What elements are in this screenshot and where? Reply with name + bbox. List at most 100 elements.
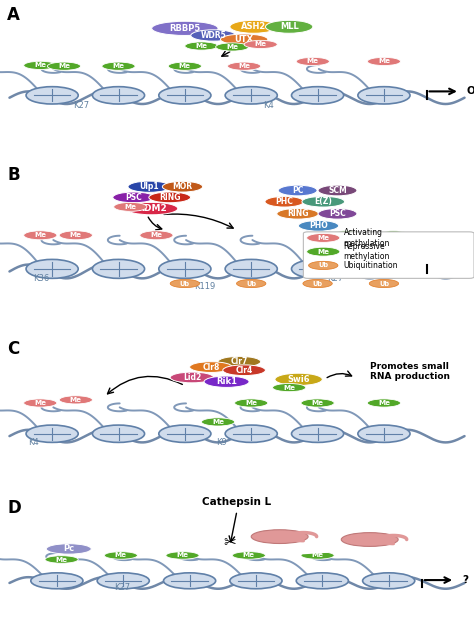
Ellipse shape bbox=[232, 552, 265, 560]
Circle shape bbox=[296, 573, 348, 589]
Text: KDM2: KDM2 bbox=[137, 204, 166, 213]
Ellipse shape bbox=[126, 202, 178, 215]
Ellipse shape bbox=[46, 544, 91, 554]
Text: Me: Me bbox=[243, 553, 255, 558]
Text: K36: K36 bbox=[33, 274, 49, 283]
Circle shape bbox=[92, 425, 145, 442]
Ellipse shape bbox=[296, 57, 329, 66]
Text: Pc: Pc bbox=[63, 544, 74, 553]
Ellipse shape bbox=[59, 396, 92, 404]
Text: K4: K4 bbox=[263, 101, 274, 110]
Circle shape bbox=[26, 425, 78, 442]
Text: Me: Me bbox=[212, 419, 224, 425]
Ellipse shape bbox=[377, 231, 410, 240]
Text: Clr4: Clr4 bbox=[236, 366, 253, 375]
Text: Ubiquitination: Ubiquitination bbox=[344, 261, 398, 270]
Text: Swi6: Swi6 bbox=[287, 375, 310, 384]
Text: Me: Me bbox=[317, 235, 329, 241]
Circle shape bbox=[26, 87, 78, 104]
Text: PHO: PHO bbox=[309, 221, 328, 230]
Ellipse shape bbox=[220, 34, 268, 45]
Text: Cathepsin L: Cathepsin L bbox=[202, 497, 272, 507]
Text: RING: RING bbox=[159, 193, 181, 202]
Ellipse shape bbox=[170, 372, 214, 383]
Text: Rik1: Rik1 bbox=[216, 377, 237, 386]
Circle shape bbox=[31, 573, 83, 589]
Text: RING: RING bbox=[287, 209, 309, 218]
Ellipse shape bbox=[170, 279, 200, 288]
Text: Me: Me bbox=[307, 59, 319, 64]
Circle shape bbox=[26, 260, 78, 278]
Ellipse shape bbox=[244, 40, 277, 48]
Ellipse shape bbox=[278, 185, 317, 196]
Text: ✂: ✂ bbox=[224, 535, 236, 549]
Text: PC: PC bbox=[292, 186, 303, 195]
Ellipse shape bbox=[273, 383, 306, 392]
Ellipse shape bbox=[299, 221, 338, 231]
Text: Ub: Ub bbox=[379, 281, 389, 286]
FancyBboxPatch shape bbox=[303, 232, 474, 278]
Text: WDR5: WDR5 bbox=[201, 31, 226, 40]
Text: K4: K4 bbox=[28, 438, 39, 447]
Ellipse shape bbox=[302, 197, 345, 207]
Circle shape bbox=[358, 87, 410, 104]
Ellipse shape bbox=[367, 399, 401, 407]
Text: K119: K119 bbox=[194, 282, 216, 291]
Text: SCM: SCM bbox=[328, 186, 347, 195]
Text: Me: Me bbox=[245, 400, 257, 406]
Text: K27: K27 bbox=[327, 274, 343, 283]
Text: ASH2: ASH2 bbox=[241, 22, 266, 31]
Text: Clr8: Clr8 bbox=[202, 362, 219, 371]
Circle shape bbox=[92, 87, 145, 104]
Text: Ub: Ub bbox=[180, 281, 190, 286]
Ellipse shape bbox=[230, 20, 277, 33]
Text: Me: Me bbox=[317, 249, 329, 255]
Text: Me: Me bbox=[176, 553, 189, 558]
Ellipse shape bbox=[128, 181, 171, 192]
Ellipse shape bbox=[204, 376, 249, 387]
Ellipse shape bbox=[277, 209, 319, 219]
Text: On: On bbox=[467, 86, 474, 96]
Ellipse shape bbox=[152, 21, 218, 36]
Circle shape bbox=[292, 260, 344, 278]
Text: Me: Me bbox=[34, 63, 46, 68]
Ellipse shape bbox=[190, 362, 232, 373]
Ellipse shape bbox=[237, 279, 266, 288]
Ellipse shape bbox=[369, 279, 399, 288]
Ellipse shape bbox=[216, 43, 249, 51]
Text: Me: Me bbox=[70, 232, 82, 239]
Ellipse shape bbox=[185, 42, 218, 50]
Text: Me: Me bbox=[55, 556, 68, 563]
Text: Me: Me bbox=[255, 41, 267, 47]
Ellipse shape bbox=[307, 247, 340, 256]
Ellipse shape bbox=[218, 357, 261, 367]
Text: Me: Me bbox=[70, 397, 82, 403]
Circle shape bbox=[358, 260, 410, 278]
Ellipse shape bbox=[47, 62, 81, 70]
Ellipse shape bbox=[341, 533, 398, 546]
Ellipse shape bbox=[168, 62, 201, 70]
Circle shape bbox=[159, 87, 211, 104]
Text: RBBP5: RBBP5 bbox=[169, 24, 201, 33]
Circle shape bbox=[292, 425, 344, 442]
Text: Me: Me bbox=[34, 232, 46, 239]
Ellipse shape bbox=[114, 202, 147, 211]
Ellipse shape bbox=[235, 399, 268, 407]
Text: Me: Me bbox=[226, 44, 238, 50]
Ellipse shape bbox=[24, 61, 57, 70]
Ellipse shape bbox=[24, 399, 57, 407]
Circle shape bbox=[292, 87, 344, 104]
Ellipse shape bbox=[102, 62, 135, 70]
Circle shape bbox=[225, 87, 277, 104]
Text: Me: Me bbox=[387, 232, 400, 239]
Text: K27: K27 bbox=[114, 583, 130, 592]
Ellipse shape bbox=[275, 373, 322, 385]
Text: A: A bbox=[7, 6, 20, 24]
Ellipse shape bbox=[318, 185, 357, 196]
Text: MOR: MOR bbox=[173, 182, 192, 191]
Ellipse shape bbox=[265, 20, 313, 33]
Text: MLL: MLL bbox=[280, 22, 299, 31]
Text: Me: Me bbox=[179, 63, 191, 69]
Ellipse shape bbox=[149, 192, 191, 203]
Ellipse shape bbox=[162, 181, 203, 192]
